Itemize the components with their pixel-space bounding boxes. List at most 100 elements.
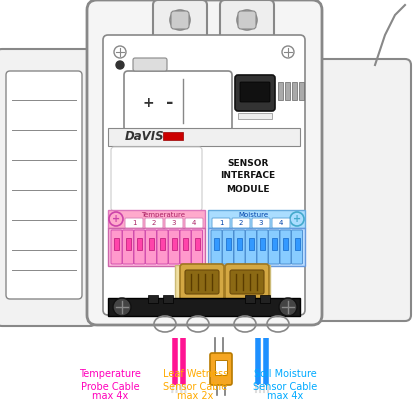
FancyBboxPatch shape [235, 75, 275, 111]
Bar [108, 128, 300, 146]
Text: 1: 1 [132, 220, 136, 226]
Bar [108, 228, 205, 266]
Bar [195, 238, 200, 250]
FancyBboxPatch shape [157, 230, 168, 264]
Bar [108, 210, 205, 228]
FancyBboxPatch shape [185, 218, 203, 228]
Bar [215, 360, 227, 375]
FancyBboxPatch shape [87, 0, 322, 325]
Circle shape [282, 46, 294, 58]
FancyBboxPatch shape [268, 230, 280, 264]
Circle shape [116, 61, 124, 69]
FancyBboxPatch shape [185, 270, 219, 294]
Bar [285, 82, 290, 100]
FancyBboxPatch shape [272, 218, 290, 228]
Text: +: + [293, 214, 301, 224]
FancyBboxPatch shape [240, 82, 270, 102]
FancyBboxPatch shape [168, 230, 179, 264]
FancyBboxPatch shape [299, 59, 411, 321]
Circle shape [279, 298, 297, 316]
Bar [272, 238, 277, 250]
Bar [238, 113, 272, 119]
Bar [137, 238, 142, 250]
Bar [149, 238, 154, 250]
Text: 4: 4 [192, 220, 196, 226]
Bar [295, 238, 300, 250]
Bar [245, 295, 255, 303]
Text: +: + [142, 96, 154, 110]
Bar [163, 295, 173, 303]
Text: 2: 2 [152, 220, 156, 226]
Text: max 4x: max 4x [267, 391, 303, 401]
FancyBboxPatch shape [153, 0, 207, 40]
Circle shape [114, 46, 126, 58]
Bar [108, 298, 300, 316]
Bar [148, 295, 158, 303]
FancyBboxPatch shape [103, 35, 305, 315]
FancyBboxPatch shape [146, 230, 156, 264]
FancyBboxPatch shape [111, 147, 202, 211]
Bar [126, 238, 131, 250]
Text: Temperature: Temperature [141, 212, 185, 218]
Bar [299, 82, 304, 100]
FancyBboxPatch shape [0, 49, 96, 326]
Text: MODULE: MODULE [226, 185, 270, 193]
FancyBboxPatch shape [134, 230, 145, 264]
Bar [283, 238, 288, 250]
FancyBboxPatch shape [230, 270, 264, 294]
FancyBboxPatch shape [292, 230, 302, 264]
Bar [278, 82, 283, 100]
Text: Soil Moisture
Sensor Cable: Soil Moisture Sensor Cable [253, 369, 317, 392]
FancyBboxPatch shape [191, 230, 203, 264]
FancyBboxPatch shape [145, 218, 163, 228]
FancyBboxPatch shape [257, 230, 268, 264]
FancyBboxPatch shape [223, 230, 233, 264]
Text: max 2x: max 2x [177, 391, 214, 401]
Text: Temperature
Probe Cable: Temperature Probe Cable [79, 369, 141, 392]
FancyBboxPatch shape [6, 71, 82, 299]
Text: 2: 2 [239, 220, 243, 226]
Bar [260, 295, 270, 303]
FancyBboxPatch shape [124, 71, 232, 131]
Circle shape [170, 10, 190, 30]
FancyBboxPatch shape [220, 0, 274, 40]
Bar [292, 82, 297, 100]
FancyBboxPatch shape [180, 264, 224, 300]
Text: 1: 1 [219, 220, 223, 226]
Bar [175, 265, 270, 300]
FancyBboxPatch shape [133, 58, 167, 71]
FancyBboxPatch shape [165, 218, 183, 228]
Text: Leaf Wetness
Sensor Cable: Leaf Wetness Sensor Cable [163, 369, 228, 392]
Text: 3: 3 [259, 220, 263, 226]
FancyBboxPatch shape [280, 230, 291, 264]
Circle shape [290, 212, 304, 226]
Bar [225, 238, 230, 250]
FancyBboxPatch shape [125, 218, 143, 228]
FancyBboxPatch shape [111, 230, 122, 264]
FancyBboxPatch shape [245, 230, 257, 264]
Text: -: - [166, 94, 174, 112]
FancyBboxPatch shape [238, 11, 256, 29]
Circle shape [109, 212, 123, 226]
Bar [248, 238, 253, 250]
Text: DaVIS: DaVIS [125, 131, 165, 144]
Bar [237, 238, 242, 250]
Bar [208, 228, 305, 266]
Bar [260, 238, 265, 250]
Bar [171, 238, 176, 250]
FancyBboxPatch shape [252, 218, 270, 228]
Text: SENSOR: SENSOR [227, 158, 269, 168]
Bar [208, 210, 305, 228]
FancyBboxPatch shape [234, 230, 245, 264]
Bar [183, 238, 188, 250]
Circle shape [113, 298, 131, 316]
Text: INTERFACE: INTERFACE [220, 171, 275, 181]
FancyBboxPatch shape [122, 230, 134, 264]
FancyBboxPatch shape [212, 218, 230, 228]
Bar [163, 132, 183, 140]
Text: 3: 3 [172, 220, 176, 226]
Bar [160, 238, 165, 250]
Bar [114, 238, 119, 250]
Text: +: + [112, 214, 120, 224]
FancyBboxPatch shape [211, 230, 222, 264]
